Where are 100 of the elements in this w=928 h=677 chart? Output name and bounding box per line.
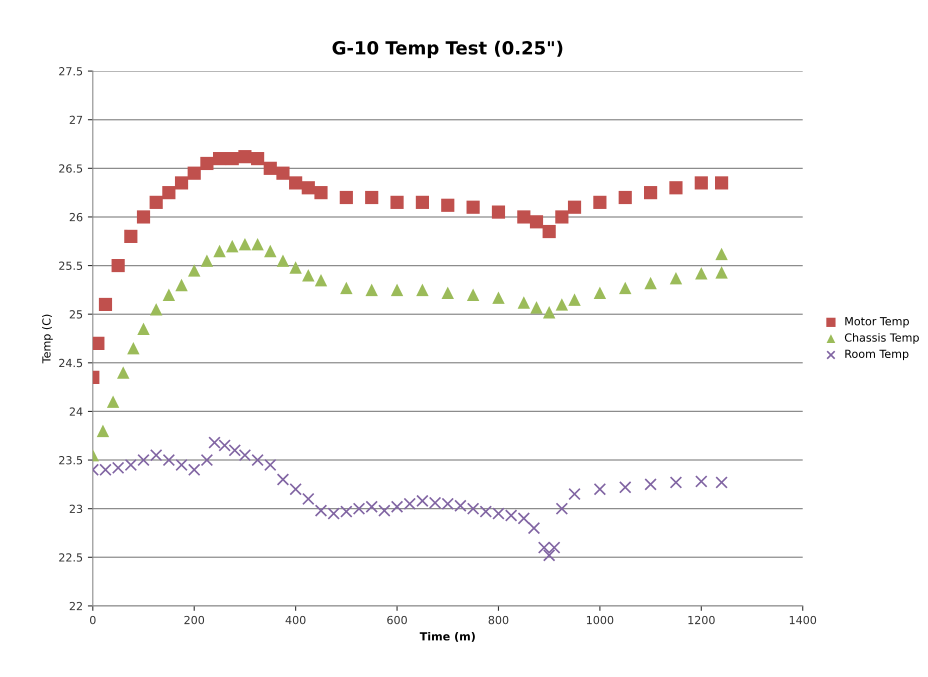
point bbox=[251, 454, 264, 466]
point bbox=[124, 230, 138, 243]
y-tick-label: 26 bbox=[70, 212, 82, 222]
point bbox=[441, 198, 454, 212]
x-tick-label: 1000 bbox=[586, 616, 614, 624]
y-axis-title: Temp (C) bbox=[42, 314, 53, 364]
point bbox=[390, 196, 404, 209]
point bbox=[365, 284, 378, 296]
point bbox=[188, 166, 201, 180]
point bbox=[416, 284, 429, 296]
point bbox=[150, 196, 163, 209]
y-tick-label: 23 bbox=[70, 504, 82, 514]
point bbox=[162, 186, 176, 200]
legend-label: Motor Temp bbox=[845, 317, 909, 328]
x-tick-label: 800 bbox=[488, 616, 508, 624]
point bbox=[695, 267, 708, 280]
point bbox=[213, 244, 226, 258]
point bbox=[264, 244, 276, 258]
point bbox=[96, 424, 110, 438]
point bbox=[619, 282, 632, 294]
point bbox=[238, 448, 252, 462]
point bbox=[137, 454, 150, 466]
point bbox=[530, 301, 543, 314]
point bbox=[670, 272, 682, 284]
point bbox=[188, 264, 200, 277]
point bbox=[127, 342, 140, 354]
point bbox=[340, 190, 353, 204]
point bbox=[226, 152, 239, 166]
x-tick-label: 400 bbox=[286, 616, 306, 624]
y-tick-label: 22.5 bbox=[59, 553, 82, 562]
point bbox=[492, 291, 505, 304]
point bbox=[175, 458, 188, 472]
y-tick-label: 24 bbox=[70, 407, 82, 416]
point bbox=[200, 254, 214, 267]
point bbox=[715, 476, 728, 489]
point bbox=[112, 258, 125, 272]
point bbox=[264, 162, 277, 175]
y-tick-label: 24.5 bbox=[59, 358, 82, 368]
point bbox=[251, 238, 264, 250]
point bbox=[117, 366, 130, 379]
point bbox=[556, 502, 568, 515]
point bbox=[715, 176, 728, 190]
point bbox=[365, 190, 378, 204]
point bbox=[302, 181, 315, 194]
point bbox=[276, 473, 290, 486]
point bbox=[238, 150, 252, 164]
point bbox=[568, 488, 581, 500]
point bbox=[289, 176, 302, 190]
point bbox=[528, 522, 540, 534]
point bbox=[162, 454, 176, 466]
point bbox=[416, 196, 429, 209]
point bbox=[378, 504, 391, 517]
point bbox=[694, 176, 708, 190]
legend-label: Chassis Temp bbox=[844, 333, 919, 344]
point bbox=[542, 306, 556, 318]
point bbox=[200, 156, 214, 170]
point bbox=[593, 196, 606, 209]
point bbox=[594, 286, 606, 300]
point bbox=[518, 296, 530, 309]
point bbox=[188, 464, 200, 476]
x-axis-title: Time (m) bbox=[420, 632, 475, 642]
point bbox=[314, 186, 328, 200]
point bbox=[289, 483, 302, 496]
point bbox=[568, 293, 581, 306]
point bbox=[492, 206, 506, 219]
point bbox=[556, 298, 568, 311]
point bbox=[715, 248, 728, 260]
point bbox=[228, 444, 241, 457]
point bbox=[162, 288, 176, 301]
point bbox=[150, 303, 162, 316]
point bbox=[466, 200, 480, 214]
point bbox=[251, 152, 264, 166]
point bbox=[555, 210, 568, 224]
point bbox=[644, 276, 657, 290]
point bbox=[174, 176, 188, 190]
point bbox=[276, 254, 290, 267]
point bbox=[276, 166, 290, 180]
point bbox=[302, 492, 315, 506]
point bbox=[670, 476, 682, 489]
point bbox=[594, 483, 606, 496]
chart-title: G-10 Temp Test (0.25") bbox=[332, 40, 562, 58]
point bbox=[264, 458, 276, 472]
point bbox=[289, 261, 302, 274]
point bbox=[137, 322, 150, 335]
point bbox=[442, 286, 454, 300]
point bbox=[238, 238, 252, 250]
legend-label: Room Temp bbox=[845, 350, 908, 360]
y-tick-label: 25.5 bbox=[59, 262, 82, 270]
point bbox=[619, 481, 632, 494]
point bbox=[568, 200, 582, 214]
point bbox=[530, 215, 544, 228]
point bbox=[98, 298, 112, 312]
point bbox=[542, 224, 556, 238]
point bbox=[669, 181, 683, 194]
point bbox=[390, 284, 404, 296]
point bbox=[136, 210, 150, 224]
point bbox=[542, 549, 556, 562]
point bbox=[150, 448, 162, 462]
y-tick-label: 27.5 bbox=[59, 67, 82, 76]
x-tick-label: 1400 bbox=[790, 616, 816, 624]
